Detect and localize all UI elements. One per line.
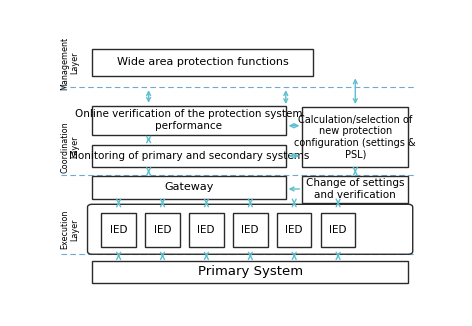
FancyBboxPatch shape: [101, 213, 136, 247]
Text: Primary System: Primary System: [198, 265, 303, 278]
Text: IED: IED: [329, 225, 346, 235]
Text: Calculation/selection of
new protection
configuration (settings &
PSL): Calculation/selection of new protection …: [295, 115, 416, 159]
FancyBboxPatch shape: [302, 176, 408, 203]
Text: IED: IED: [197, 225, 215, 235]
Text: IED: IED: [110, 225, 127, 235]
FancyBboxPatch shape: [92, 49, 313, 76]
FancyBboxPatch shape: [233, 213, 268, 247]
FancyBboxPatch shape: [92, 260, 408, 283]
Text: Change of settings
and verification: Change of settings and verification: [306, 178, 405, 200]
Text: Coordination
Layer: Coordination Layer: [60, 121, 80, 173]
Text: Wide area protection functions: Wide area protection functions: [117, 57, 288, 67]
FancyBboxPatch shape: [302, 107, 408, 167]
Text: IED: IED: [285, 225, 303, 235]
Text: IED: IED: [153, 225, 171, 235]
FancyBboxPatch shape: [92, 144, 286, 167]
Text: Monitoring of primary and secondary systems: Monitoring of primary and secondary syst…: [68, 151, 309, 161]
FancyBboxPatch shape: [277, 213, 312, 247]
Text: Gateway: Gateway: [164, 182, 213, 192]
FancyBboxPatch shape: [145, 213, 180, 247]
Text: Online verification of the protection system
performance: Online verification of the protection sy…: [75, 109, 303, 131]
FancyBboxPatch shape: [87, 204, 413, 254]
FancyBboxPatch shape: [320, 213, 355, 247]
FancyBboxPatch shape: [92, 106, 286, 135]
FancyBboxPatch shape: [92, 176, 286, 199]
Text: Execution
Layer: Execution Layer: [60, 210, 80, 249]
Text: Management
Layer: Management Layer: [60, 37, 80, 90]
Text: IED: IED: [241, 225, 259, 235]
FancyBboxPatch shape: [189, 213, 224, 247]
